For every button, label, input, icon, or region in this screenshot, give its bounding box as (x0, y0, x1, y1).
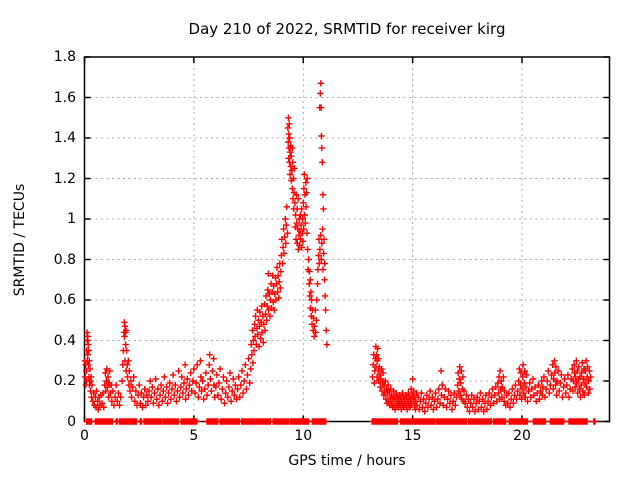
scatter-points (81, 80, 599, 425)
xtick-label-15: 15 (403, 428, 422, 444)
ytick-label-1.4: 1.4 (53, 130, 76, 146)
ytick-label-1.6: 1.6 (53, 89, 76, 106)
ytick-label-1.2: 1.2 (53, 170, 76, 187)
chart-title: Day 210 of 2022, SRMTID for receiver kir… (188, 20, 506, 38)
ytick-label-0.8: 0.8 (53, 251, 76, 268)
ytick-label-1: 1 (67, 211, 76, 227)
ytick-label-0.6: 0.6 (53, 292, 76, 308)
ytick-label-0.2: 0.2 (53, 373, 76, 389)
xtick-label-0: 0 (80, 428, 89, 444)
y-axis-label: SRMTID / TECUs (12, 183, 28, 297)
ytick-label-0: 0 (67, 413, 76, 430)
xtick-label-5: 5 (189, 428, 199, 444)
plot-border (83, 56, 611, 423)
xtick-label-10: 10 (294, 428, 313, 444)
ytick-label-1.8: 1.8 (53, 49, 76, 65)
xtick-label-20: 20 (513, 428, 531, 444)
x-axis-label: GPS time / hours (288, 453, 406, 469)
ytick-label-0.4: 0.4 (53, 332, 76, 349)
